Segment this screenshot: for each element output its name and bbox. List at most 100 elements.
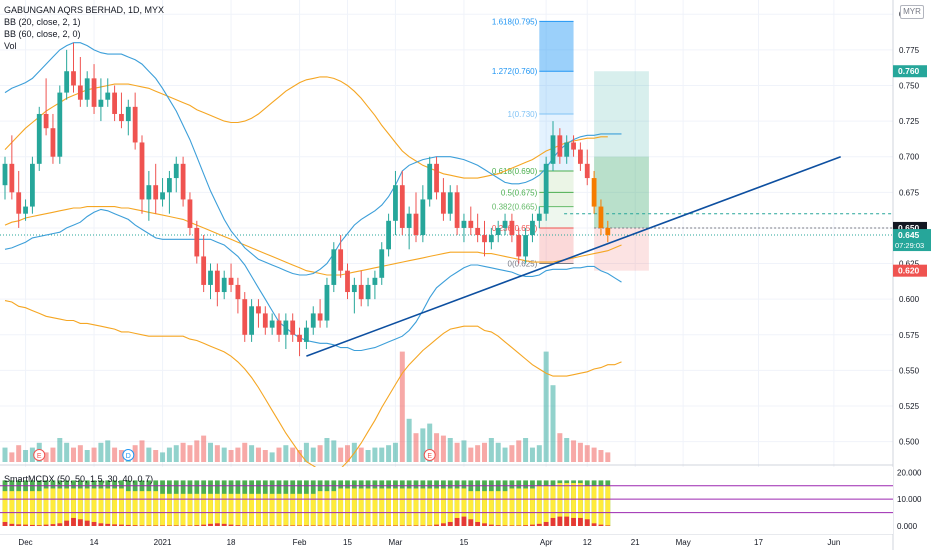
- osc-red-bar: [345, 525, 350, 526]
- price-axis[interactable]: 0.8000.7750.7500.7250.7000.6750.6500.625…: [893, 10, 931, 531]
- osc-red-bar: [98, 523, 104, 526]
- osc-red-bar: [557, 516, 563, 526]
- osc-red-bar: [509, 525, 515, 526]
- volume-bar: [605, 452, 611, 462]
- osc-yellow-bar: [297, 493, 302, 526]
- osc-yellow-bar: [605, 485, 611, 526]
- osc-red-bar: [269, 525, 275, 526]
- osc-red-bar: [64, 520, 70, 526]
- time-axis[interactable]: Dec 14 2021 18 Feb 15 Mar 15 Apr 12 21 May 17 Jun: [18, 538, 840, 547]
- volume-bar: [91, 447, 97, 462]
- candle-body: [564, 142, 570, 157]
- candle-body: [208, 270, 213, 285]
- candle-body: [495, 227, 501, 236]
- volume-bar: [577, 442, 583, 462]
- osc-red-bar: [262, 525, 268, 526]
- osc-red-bar: [386, 525, 391, 526]
- candle-body: [91, 78, 97, 107]
- volume-bar: [434, 433, 440, 462]
- volume-bar: [461, 440, 467, 462]
- osc-yellow-bar: [173, 493, 179, 526]
- osc-yellow-bar: [112, 488, 117, 526]
- candle-body: [146, 185, 152, 200]
- volume-bar: [43, 452, 49, 462]
- osc-yellow-bar: [536, 485, 542, 526]
- osc-red-bar: [208, 523, 213, 526]
- osc-yellow-bar: [16, 491, 22, 526]
- candlesticks: [2, 42, 611, 357]
- candle-body: [228, 277, 234, 285]
- volume-bar: [201, 435, 207, 462]
- volume-bar: [262, 450, 268, 462]
- long-position-tool[interactable]: [0, 71, 893, 271]
- event-marker: [122, 449, 135, 461]
- volume-bar: [283, 445, 289, 462]
- candle-body: [434, 163, 439, 193]
- candle-body: [509, 220, 515, 236]
- osc-red-bar: [276, 525, 282, 526]
- candle-body: [269, 320, 275, 328]
- candle-body: [64, 71, 70, 93]
- oscillator-legend[interactable]: SmartMCDX (50, 50, 1.5, 30, 40, 0.7): [4, 474, 154, 484]
- osc-yellow-bar: [584, 485, 590, 526]
- event-marker: [423, 449, 436, 461]
- volume-bar: [406, 418, 412, 462]
- currency-badge[interactable]: MYR: [900, 5, 924, 19]
- time-tick-label: May: [676, 538, 691, 547]
- osc-yellow-bar: [393, 488, 398, 526]
- stop-price-badge: 0.620: [898, 266, 920, 276]
- osc-red-bar: [187, 525, 193, 526]
- volume-bar: [214, 445, 220, 462]
- candle-body: [167, 178, 172, 193]
- volume-bar: [488, 438, 494, 462]
- candle-body: [297, 334, 302, 342]
- price-tick-label: 0.775: [899, 46, 920, 55]
- osc-tick-label: 10.000: [897, 495, 922, 504]
- osc-red-bar: [194, 525, 200, 526]
- target-price-badge-bg: [893, 65, 927, 78]
- osc-red-bar: [578, 517, 583, 526]
- fibonacci-extension[interactable]: 1.618(0.795) 1.272(0.760) 1(0.730) 0.618(0.…: [492, 17, 574, 269]
- fib-level-label: 1.618(0.795): [492, 17, 538, 26]
- candle-body: [235, 284, 241, 300]
- candle-body: [160, 192, 165, 200]
- oscillator-pane: [0, 467, 893, 534]
- osc-yellow-bar: [9, 491, 15, 526]
- candle-body: [523, 235, 528, 257]
- volume-bar: [584, 445, 590, 462]
- event-marker: [33, 449, 46, 461]
- candle-body: [71, 71, 76, 86]
- volume-bar: [591, 447, 597, 462]
- candle-body: [194, 227, 200, 257]
- candle-body: [84, 78, 90, 100]
- osc-red-bar: [393, 525, 398, 526]
- bb60-lower: [4, 300, 622, 474]
- volume-bar: [529, 447, 535, 462]
- volume-bar: [523, 438, 529, 462]
- candle-body: [420, 199, 426, 236]
- volume-bar: [276, 447, 282, 462]
- volume-bar: [372, 447, 378, 462]
- osc-red-bar: [304, 525, 309, 526]
- fib-level-label: 0.382(0.665): [492, 203, 538, 212]
- trendline[interactable]: [306, 155, 841, 357]
- candle-body: [214, 270, 220, 293]
- volume-bar: [557, 433, 563, 462]
- candle-body: [482, 235, 487, 243]
- vol-legend[interactable]: Vol: [4, 41, 17, 51]
- osc-yellow-bar: [434, 488, 439, 526]
- bb20-legend[interactable]: BB (20, close, 2, 1): [4, 17, 81, 27]
- candle-body: [584, 163, 590, 179]
- volume-bar: [365, 450, 371, 462]
- osc-red-bar: [30, 524, 35, 526]
- osc-yellow-bar: [214, 493, 220, 526]
- target-zone: [594, 71, 649, 228]
- bb60-legend[interactable]: BB (60, close, 2, 0): [4, 29, 81, 39]
- osc-yellow-bar: [160, 493, 165, 526]
- candle-body: [516, 235, 522, 257]
- osc-red-bar: [379, 525, 385, 526]
- osc-red-bar: [290, 525, 296, 526]
- volume-bar: [379, 447, 385, 462]
